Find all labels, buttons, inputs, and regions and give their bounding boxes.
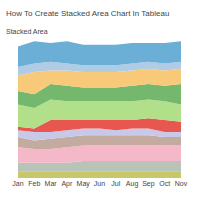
svg-text:Stacked Area: Stacked Area [6,28,48,35]
svg-text:Jul: Jul [111,180,120,187]
svg-text:Oct: Oct [159,180,170,187]
svg-text:Jan: Jan [12,180,23,187]
svg-text:How To Create Stacked Area Cha: How To Create Stacked Area Chart In Tabl… [6,9,169,18]
svg-text:Mar: Mar [45,180,58,187]
svg-text:Jun: Jun [94,180,105,187]
svg-text:Apr: Apr [61,180,73,188]
svg-text:May: May [77,180,91,188]
svg-text:Feb: Feb [28,180,40,187]
svg-text:Sep: Sep [142,180,155,188]
svg-text:Nov: Nov [175,180,188,187]
svg-text:Aug: Aug [126,180,139,188]
